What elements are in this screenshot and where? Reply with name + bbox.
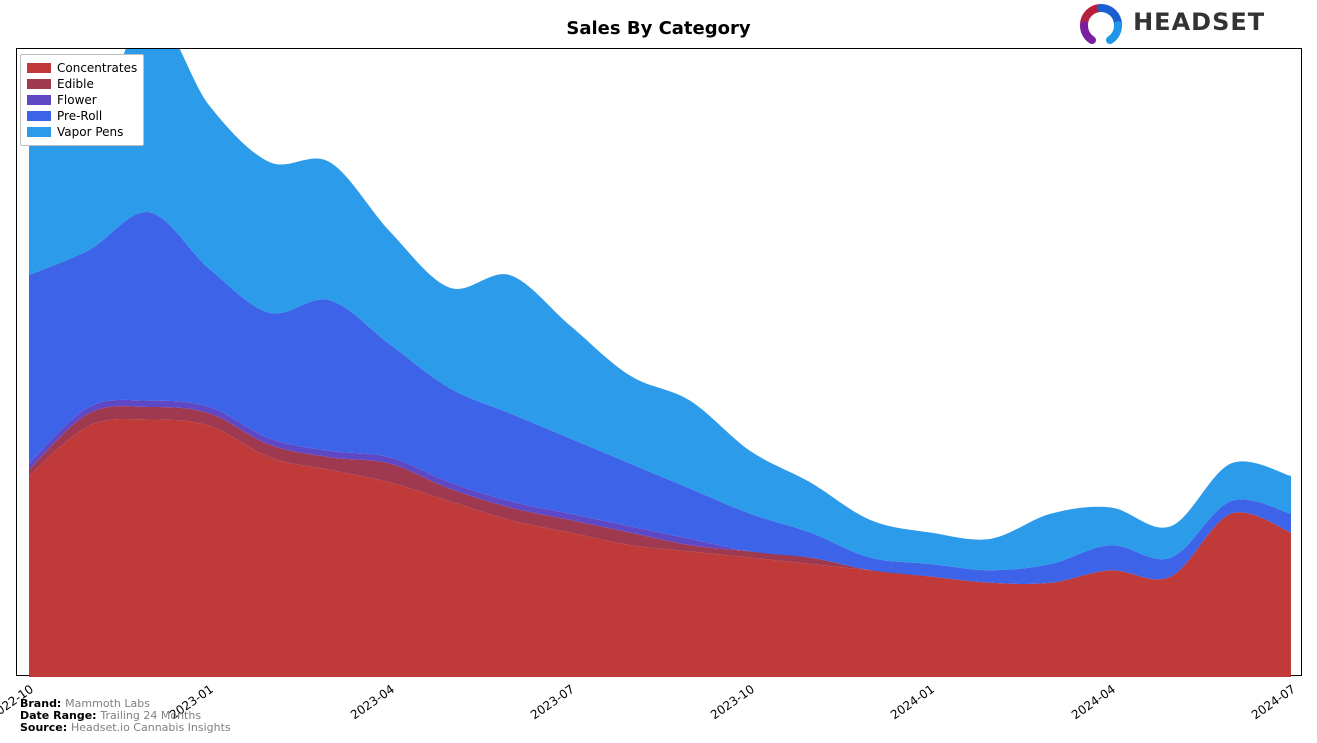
xtick-label: 2023-01 (208, 682, 216, 693)
xtick-label: 2024-01 (929, 682, 937, 693)
legend-label: Flower (57, 93, 97, 107)
footer-row: Source: Headset.io Cannabis Insights (20, 722, 231, 734)
footer-label: Source: (20, 721, 71, 734)
chart-container: Sales By Category HEADSET ConcentratesEd… (0, 0, 1317, 743)
footer-value: Headset.io Cannabis Insights (71, 721, 231, 734)
legend-item-concentrates: Concentrates (27, 61, 137, 75)
xtick-label: 2023-10 (749, 682, 757, 693)
legend-label: Vapor Pens (57, 125, 123, 139)
legend-swatch (27, 127, 51, 137)
legend-swatch (27, 63, 51, 73)
footer-labels: Brand: Mammoth LabsDate Range: Trailing … (20, 698, 231, 734)
headset-logo: HEADSET (1080, 4, 1265, 46)
headset-logo-icon (1080, 4, 1122, 46)
legend-item-edible: Edible (27, 77, 137, 91)
legend-item-flower: Flower (27, 93, 137, 107)
legend-swatch (27, 79, 51, 89)
legend-swatch (27, 111, 51, 121)
headset-logo-text: HEADSET (1133, 8, 1265, 36)
legend-item-pre-roll: Pre-Roll (27, 109, 137, 123)
legend-label: Concentrates (57, 61, 137, 75)
stacked-area-svg (17, 49, 1303, 677)
xtick-label: 2023-07 (569, 682, 577, 693)
xtick-label: 2024-04 (1110, 682, 1118, 693)
legend-swatch (27, 95, 51, 105)
xtick-label: 2023-04 (389, 682, 397, 693)
legend-item-vapor-pens: Vapor Pens (27, 125, 137, 139)
legend: Concentrates Edible Flower Pre-Roll Vapor Pe… (20, 54, 144, 146)
xtick-label: 2022-10 (28, 682, 36, 693)
legend-label: Edible (57, 77, 94, 91)
legend-label: Pre-Roll (57, 109, 102, 123)
xtick-label: 2024-07 (1290, 682, 1298, 693)
plot-area (16, 48, 1302, 676)
